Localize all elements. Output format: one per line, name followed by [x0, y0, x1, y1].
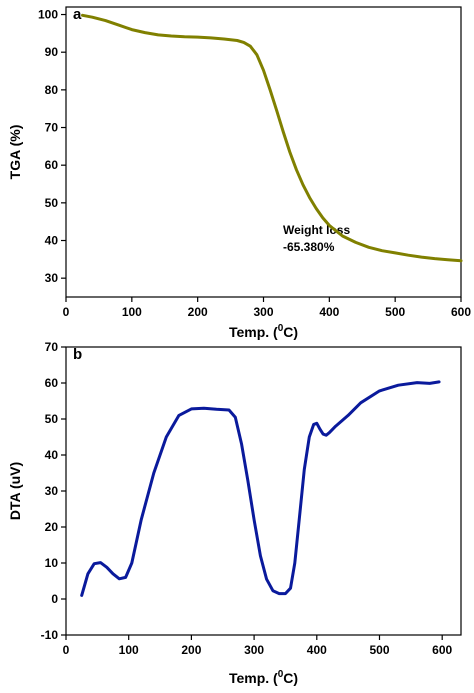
panel-b-y-tick-label: -10: [41, 628, 59, 642]
panel-b-y-axis-title: DTA (uV): [7, 462, 23, 520]
panel-a-x-tick-label: 400: [319, 305, 339, 319]
panel-a-y-tick-label: 40: [45, 234, 59, 248]
panel-a-y-tick-label: 80: [45, 83, 59, 97]
panel-a-y-tick-label: 100: [38, 8, 58, 22]
panel-b-x-tick-label: 600: [432, 643, 452, 657]
panel-b-x-tick-label: 0: [63, 643, 70, 657]
panel-b-y-tick-label: 30: [45, 484, 59, 498]
panel-a-y-tick-label: 30: [45, 271, 59, 285]
weight-loss-annotation-value: -65.380%: [283, 240, 335, 254]
panel-b-x-tick-label: 100: [119, 643, 139, 657]
panel-a-y-tick-label: 70: [45, 121, 59, 135]
panel-b-y-tick-label: 20: [45, 520, 59, 534]
tga-series-line: [81, 13, 463, 263]
weight-loss-annotation-label: Weight loss: [283, 223, 350, 237]
panel-a-x-tick-label: 600: [451, 305, 471, 319]
panel-b-y-axis: -10 0 10 20 30 40 50 60 70: [41, 340, 66, 642]
panel-a-x-axis-title: Temp. (0C): [229, 323, 298, 340]
panel-b-plot-frame: [65, 346, 462, 636]
panel-a-y-tick-label: 90: [45, 45, 59, 59]
panel-a-x-tick-label: 100: [122, 305, 142, 319]
panel-a-y-tick-label: 50: [45, 196, 59, 210]
panel-a-y-axis-title: TGA (%): [7, 125, 23, 180]
panel-b-y-tick-label: 70: [45, 340, 59, 354]
panel-b-x-axis-title: Temp. (0C): [229, 669, 298, 686]
panel-a-y-axis: 30 40 50 60 70 80 90 100: [38, 8, 66, 285]
panel-a-x-tick-label: 200: [188, 305, 208, 319]
panel-b-x-axis: 0 100 200 300 400 500 600: [63, 635, 453, 657]
panel-a-x-tick-label: 300: [253, 305, 273, 319]
panel-b-y-tick-label: 60: [45, 376, 59, 390]
panel-b-y-tick-label: 40: [45, 448, 59, 462]
dta-series-line: [80, 380, 441, 597]
panel-a-tga: a 0 100 200 300 400 500 600 30405060708090100 …: [7, 6, 471, 340]
panel-a-x-tick-label: 500: [385, 305, 405, 319]
panel-a-x-tick-label: 0: [63, 305, 70, 319]
panel-b-y-tick-label: 50: [45, 412, 59, 426]
panel-a-y-tick-label: 60: [45, 158, 59, 172]
panel-b-x-tick-label: 500: [369, 643, 389, 657]
panel-b-y-tick-label: 0: [51, 592, 58, 606]
panel-a-letter: a: [73, 6, 82, 23]
panel-b-x-tick-label: 300: [244, 643, 264, 657]
panel-a-x-axis: 0 100 200 300 400 500 600: [63, 297, 471, 319]
panel-b-dta: b 0 100 200 300 400 500 600 -10 0 10 20 30 40 50 60 70…: [7, 340, 462, 686]
panel-b-x-tick-label: 400: [307, 643, 327, 657]
panel-b-x-tick-label: 200: [181, 643, 201, 657]
panel-b-letter: b: [73, 346, 82, 363]
panel-b-y-tick-label: 10: [45, 556, 59, 570]
